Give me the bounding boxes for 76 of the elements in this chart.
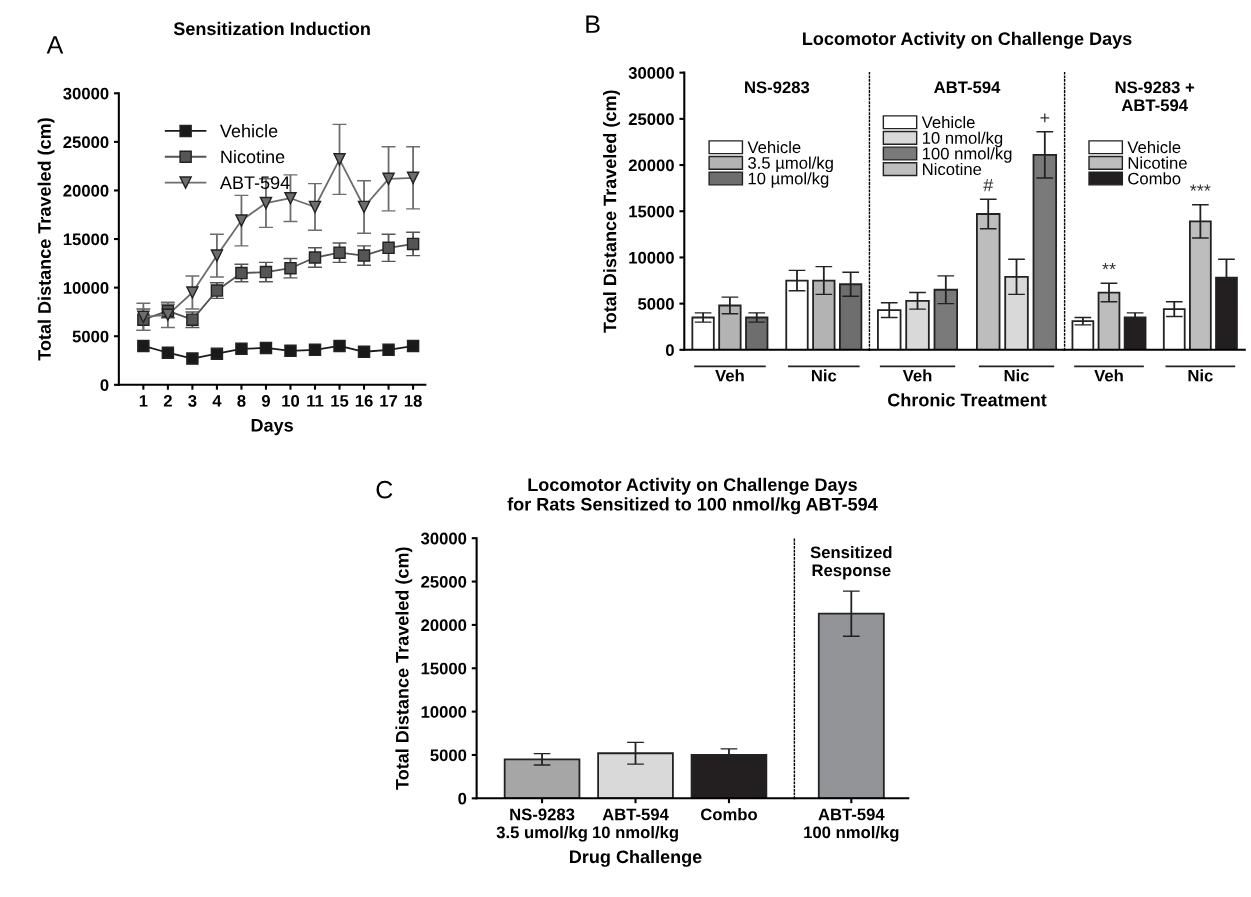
y-tick-label: 25000	[628, 113, 674, 126]
legend-label: Vehicle	[747, 140, 801, 154]
text: B	[586, 15, 600, 33]
y-tick-label: 15000	[629, 205, 674, 218]
x-tick-label: NS-9283 3.5 umol/kg	[496, 808, 587, 842]
x-tick-label: Nic	[1188, 369, 1213, 382]
legend-label: Vehicle	[1127, 140, 1181, 154]
legend-label: ABT-594	[219, 176, 290, 190]
x-tick-label: Veh	[715, 369, 744, 382]
y-tick-label: 25000	[63, 136, 109, 149]
y-axis-title: Total Distance Traveled (cm)	[37, 118, 55, 361]
y-tick-label: 5000	[638, 298, 674, 310]
legend-label: Nicotine	[923, 162, 982, 176]
x-tick-label: ABT-594 100 nmol/kg	[804, 808, 899, 842]
legend-label: Nicotine	[221, 149, 285, 164]
y-tick-label: 25000	[421, 575, 467, 588]
chart-subtitle: ABT-594	[934, 81, 1001, 94]
x-tick-label: 4	[212, 395, 222, 407]
x-tick-label: 8	[237, 394, 246, 407]
x-tick-label: 17	[380, 395, 398, 407]
legend-label: 3.5 µmol/kg	[748, 156, 833, 173]
chart-subtitle: NS-9283	[745, 81, 810, 94]
legend-label: 10 nmol/kg	[922, 131, 1003, 148]
x-axis-title: Chronic Treatment	[888, 393, 1047, 407]
y-tick-label: 10000	[629, 251, 674, 264]
text: A	[46, 36, 64, 54]
y-tick-label: 0	[665, 344, 674, 357]
x-tick-label: Combo	[700, 808, 758, 821]
y-tick-label: 0	[100, 379, 109, 392]
chart-title: Sensitization Induction	[173, 21, 370, 36]
data-label: #	[983, 178, 994, 192]
text: C	[376, 480, 393, 499]
text: Sensitized Response	[810, 546, 892, 580]
chart-title: Locomotor Activity on Challenge Days	[803, 31, 1132, 49]
legend-label: 100 nmol/kg	[922, 147, 1012, 163]
x-tick-label: ABT-594 10 nmol/kg	[593, 808, 678, 842]
text: NS-9283 + ABT-594	[1115, 81, 1195, 112]
y-tick-label: 30000	[420, 532, 467, 545]
x-tick-label: 2	[163, 394, 172, 407]
x-tick-label: Veh	[1094, 369, 1123, 382]
y-axis-title: Total Distance Traveled (cm)	[395, 547, 413, 790]
x-tick-label: 11	[307, 395, 324, 407]
y-tick-label: 10000	[421, 706, 467, 718]
legend-label: Vehicle	[219, 124, 278, 138]
y-tick-label: 15000	[63, 233, 109, 246]
x-tick-label: 3	[188, 394, 197, 407]
x-axis-title: Days	[251, 419, 293, 436]
legend-label: Nicotine	[1128, 156, 1187, 169]
legend-label: Combo	[1128, 172, 1181, 185]
x-tick-label: Nic	[1004, 369, 1029, 382]
y-tick-label: 20000	[421, 619, 467, 632]
data-label: ***	[1190, 184, 1211, 191]
y-tick-label: 5000	[72, 330, 109, 343]
x-tick-label: Veh	[902, 369, 932, 382]
x-tick-label: 9	[261, 394, 270, 407]
x-tick-label: 1	[139, 395, 148, 407]
x-tick-label: 16	[355, 394, 373, 407]
y-tick-label: 0	[458, 792, 467, 805]
y-tick-label: 30000	[628, 67, 674, 79]
x-tick-label: 10	[282, 394, 300, 407]
y-tick-label: 30000	[63, 87, 109, 100]
y-tick-label: 20000	[628, 159, 674, 172]
chart-title: Locomotor Activity on Challenge Days for Rats Sensitized to 100 nmol/kg ABT-594	[507, 477, 878, 515]
x-tick-label: Nic	[811, 369, 837, 382]
y-tick-label: 15000	[421, 662, 467, 675]
legend-label: 10 µmol/kg	[748, 172, 829, 188]
x-tick-label: 18	[404, 394, 422, 407]
data-label: +	[1040, 113, 1050, 123]
legend-label: Vehicle	[921, 116, 975, 129]
y-tick-label: 5000	[430, 749, 467, 762]
data-label: **	[1102, 262, 1116, 270]
y-tick-label: 10000	[63, 282, 109, 294]
x-tick-label: 15	[331, 395, 349, 407]
y-axis-title: Total Distance Traveled (cm)	[603, 90, 620, 333]
y-tick-label: 20000	[63, 184, 109, 197]
x-axis-title: Drug Challenge	[570, 849, 702, 867]
